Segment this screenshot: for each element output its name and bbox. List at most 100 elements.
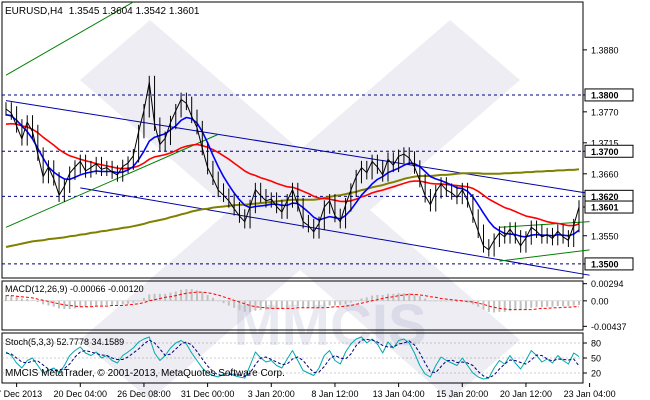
macd-histogram-bar — [105, 300, 108, 305]
macd-histogram-bar — [148, 294, 151, 301]
macd-histogram-bar — [381, 295, 384, 301]
macd-histogram-bar — [477, 300, 480, 307]
macd-histogram-bar — [376, 295, 379, 301]
time-axis-label: 20 Dec 04:00 — [54, 389, 108, 399]
macd-histogram-bar — [227, 300, 230, 306]
macd-histogram-bar — [10, 295, 13, 301]
macd-histogram-bar — [355, 300, 358, 301]
macd-histogram-bar — [524, 300, 527, 310]
stoch-signal-line — [5, 339, 580, 379]
time-axis-label: 13 Jan 04:00 — [373, 389, 425, 399]
macd-histogram-bar — [233, 300, 236, 308]
macd-histogram-bar — [174, 291, 177, 301]
price-axis-label: 1.3800 — [591, 90, 619, 100]
macd-histogram-bar — [275, 300, 278, 309]
macd-histogram-bar — [100, 300, 103, 306]
stoch-axis-label: 50 — [591, 354, 601, 364]
price-axis-label: 1.3550 — [591, 231, 619, 241]
macd-histogram-bar — [127, 300, 130, 304]
macd-histogram-bar — [95, 300, 98, 306]
macd-histogram-bar — [429, 300, 432, 302]
time-axis-label: 23 Jan 04:00 — [564, 389, 616, 399]
macd-histogram-bar — [339, 300, 342, 306]
macd-histogram-bar — [185, 289, 188, 301]
price-axis-label: 1.3770 — [591, 107, 619, 117]
macd-histogram-bar — [158, 293, 161, 301]
macd-histogram-bar — [249, 300, 252, 312]
macd-histogram-bar — [137, 300, 140, 302]
pane-frame — [1, 1, 584, 279]
macd-histogram-bar — [578, 300, 580, 305]
macd-histogram-bar — [79, 300, 82, 308]
macd-histogram-bar — [509, 300, 512, 311]
macd-histogram-bar — [201, 292, 204, 301]
macd-histogram-bar — [323, 300, 326, 307]
macd-histogram-bar — [450, 300, 453, 302]
price-axis-label: 1.3620 — [591, 192, 619, 202]
macd-histogram-bar — [466, 300, 469, 303]
macd-histogram-bar — [47, 300, 50, 306]
time-axis-label: 20 Jan 12:00 — [500, 389, 552, 399]
macd-histogram-bar — [142, 297, 145, 301]
copyright-text: MMCIS MetaTrader, © 2001-2013, MetaQuote… — [5, 368, 285, 379]
macd-histogram-bar — [206, 295, 209, 301]
macd-histogram-bar — [365, 297, 368, 301]
macd-histogram-bar — [392, 293, 395, 301]
macd-histogram-bar — [413, 294, 416, 301]
axis-price-box — [584, 88, 634, 102]
macd-histogram-bar — [52, 300, 55, 307]
price-close-line — [5, 82, 580, 251]
macd-histogram-bar — [217, 300, 220, 302]
macd-histogram-bar — [153, 293, 156, 301]
macd-histogram-bar — [58, 300, 61, 309]
macd-histogram-bar — [498, 300, 501, 312]
macd-histogram-bar — [434, 300, 437, 302]
macd-histogram-bar — [397, 293, 400, 301]
macd-histogram-bar — [493, 300, 496, 313]
macd-histogram-bar — [243, 300, 246, 312]
macd-signal-line — [6, 291, 579, 311]
macd-histogram-bar — [222, 300, 225, 304]
macd-title: MACD(12,26,9) -0.00066 -0.00120 — [5, 284, 144, 294]
macd-histogram-bar — [68, 300, 71, 309]
stoch-main-line — [5, 336, 580, 380]
macd-histogram-bar — [20, 298, 23, 301]
axis-price-box — [584, 257, 634, 271]
macd-histogram-bar — [291, 300, 294, 307]
stoch-axis-label: 20 — [591, 369, 601, 379]
macd-histogram-bar — [264, 300, 267, 310]
macd-histogram-bar — [328, 300, 331, 306]
time-axis-label: 15 Jan 20:00 — [436, 389, 488, 399]
macd-histogram-bar — [514, 300, 517, 311]
time-axis-label: 26 Dec 08:00 — [117, 389, 171, 399]
stoch-title: Stoch(5,3,3) 52.7778 34.1589 — [5, 337, 124, 347]
channel-green-upper-line — [5, 1, 134, 76]
macd-histogram-bar — [572, 300, 575, 306]
macd-histogram-bar — [307, 300, 310, 308]
macd-histogram-bar — [111, 300, 114, 305]
macd-histogram-bar — [259, 300, 262, 311]
macd-histogram-bar — [344, 300, 347, 305]
channel-green-lower-line — [5, 133, 219, 228]
macd-histogram-bar — [89, 300, 92, 307]
axis-price-box — [584, 200, 634, 214]
channel-green-recent-lower — [499, 249, 590, 262]
watermark — [80, 20, 520, 400]
macd-histogram-bar — [63, 300, 66, 309]
macd-histogram-bar — [333, 300, 336, 306]
macd-histogram-bar — [562, 300, 565, 307]
price-axis-label: 1.3715 — [591, 138, 619, 148]
macd-histogram-bar — [31, 300, 34, 301]
axis-price-box — [584, 144, 634, 158]
time-axis-label: 8 Jan 12:00 — [311, 389, 358, 399]
macd-histogram-bar — [318, 300, 321, 308]
macd-histogram-bar — [280, 300, 283, 309]
macd-histogram-bar — [26, 299, 29, 301]
macd-histogram-bar — [445, 300, 448, 302]
macd-histogram-bar — [254, 300, 257, 311]
macd-histogram-bar — [424, 298, 427, 301]
macd-histogram-bar — [471, 300, 474, 305]
macd-histogram-bar — [270, 300, 273, 309]
